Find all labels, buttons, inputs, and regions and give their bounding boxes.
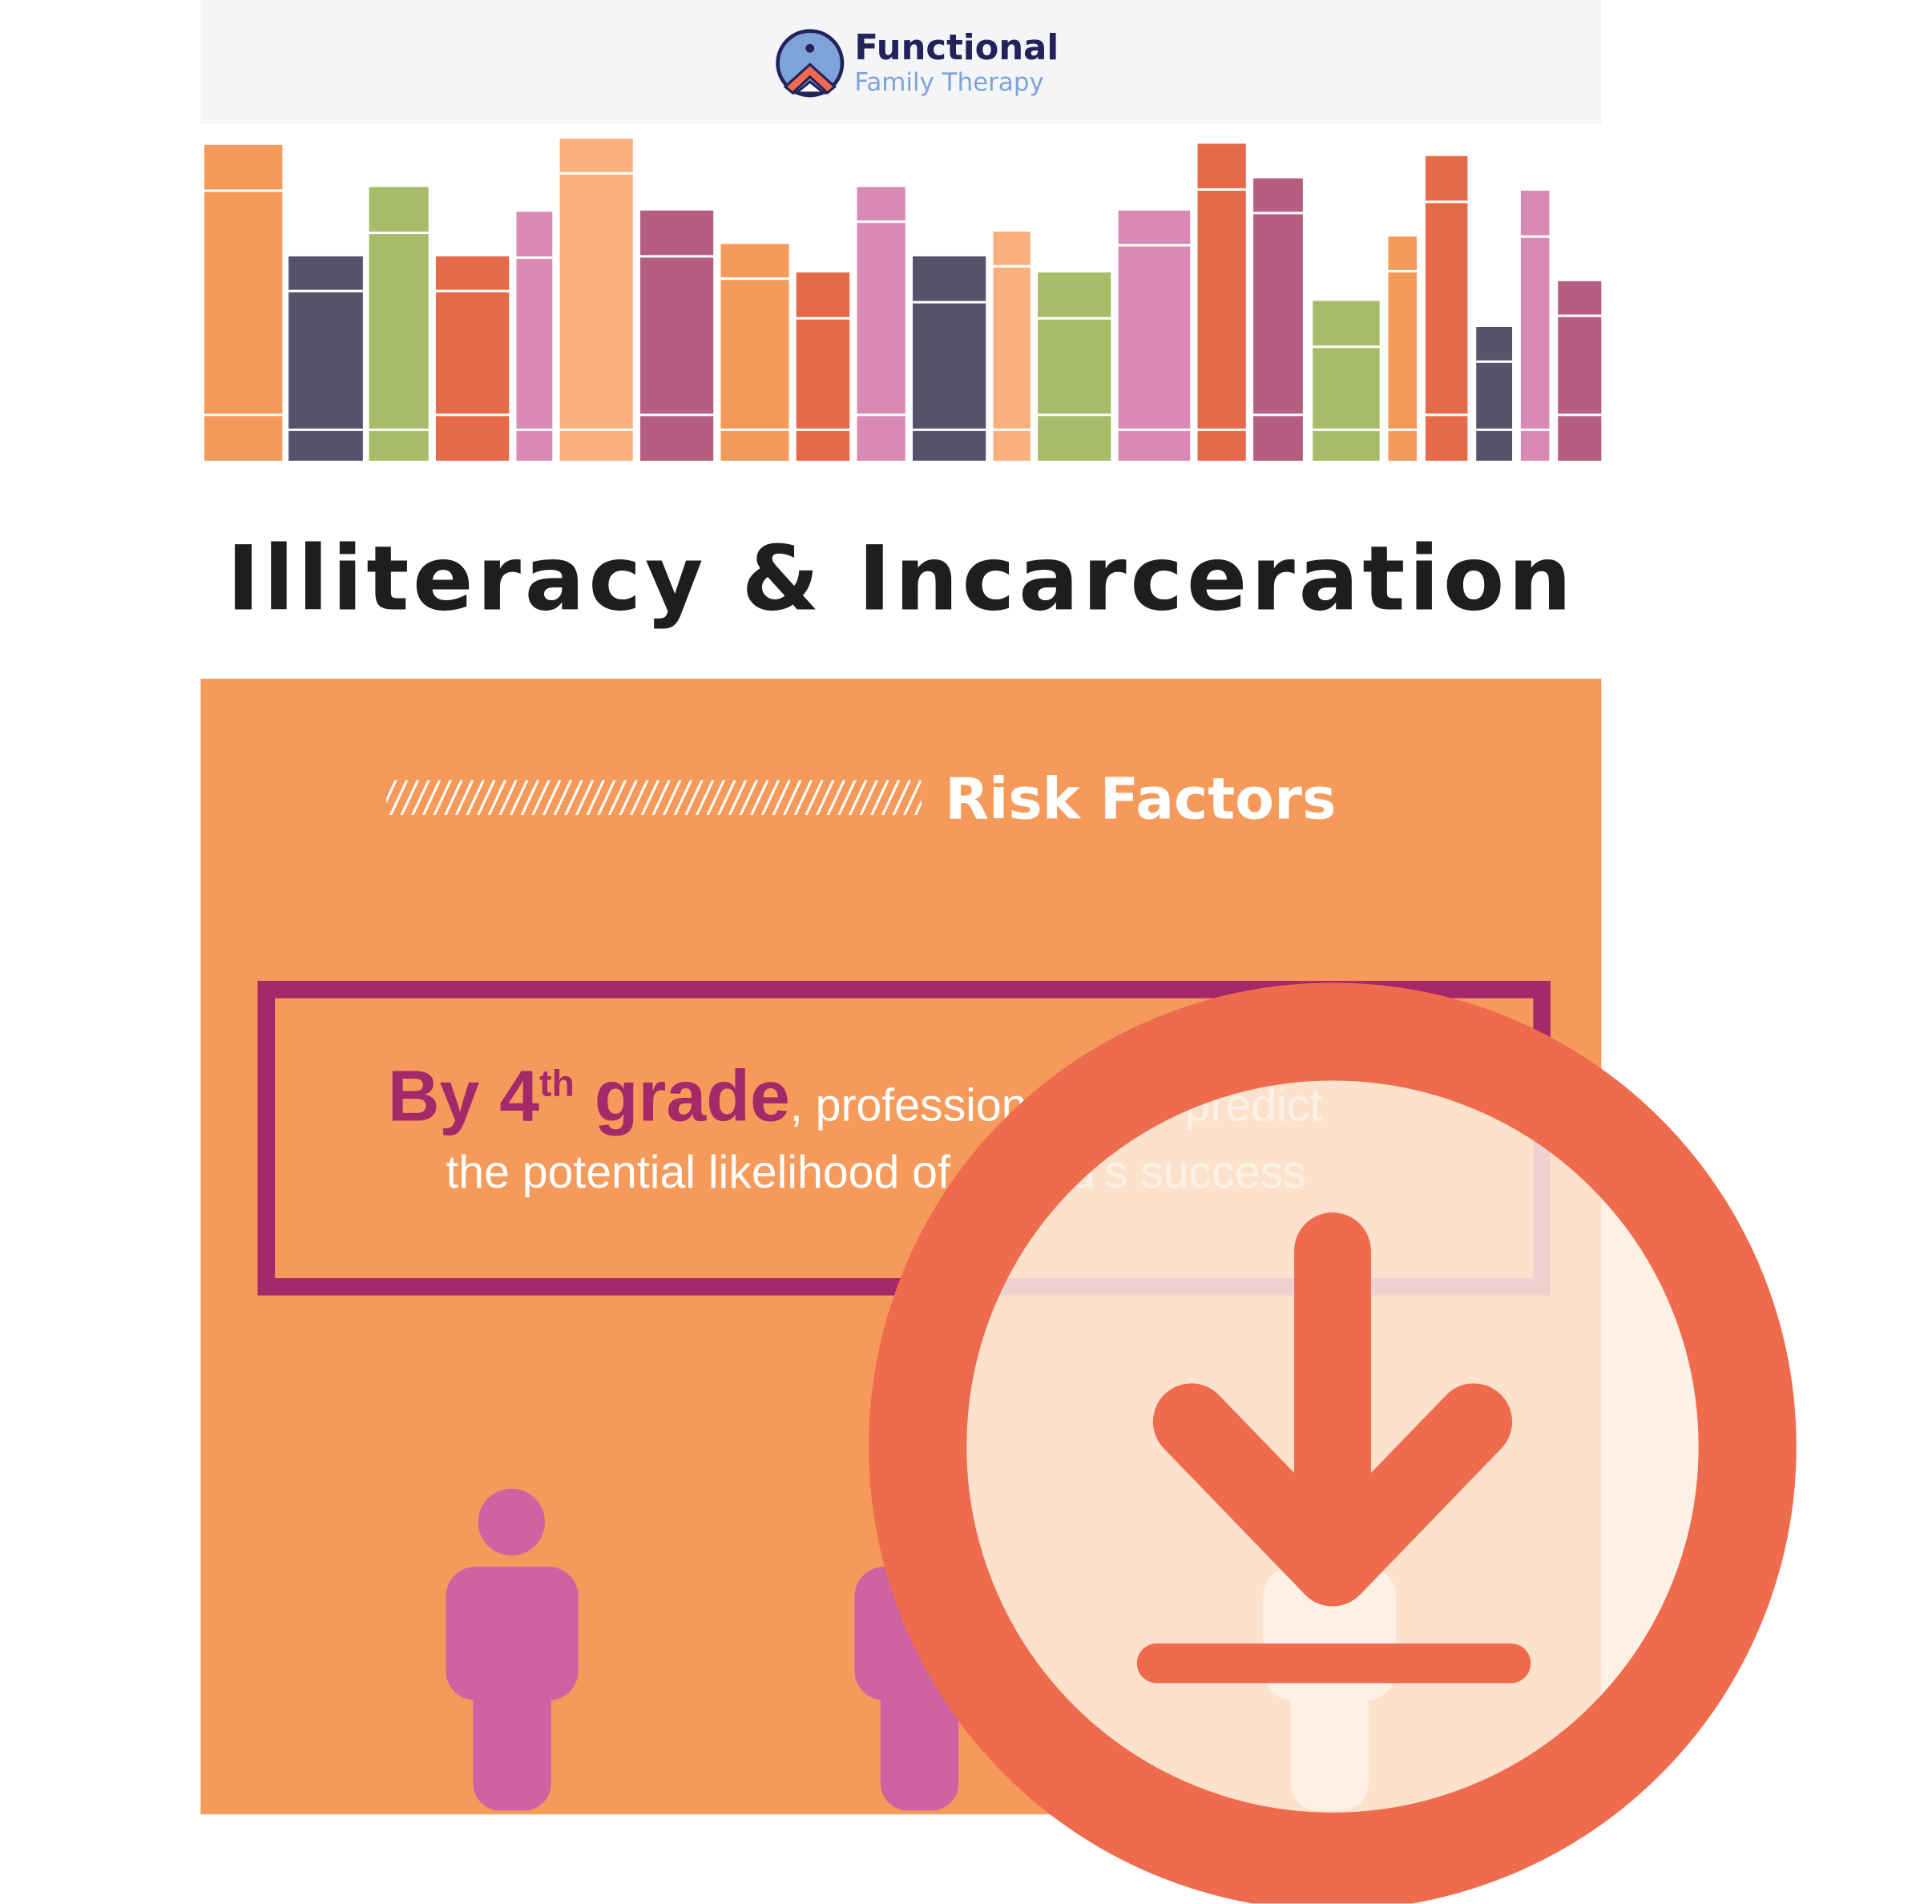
book-stripe bbox=[1253, 212, 1303, 215]
book-stripe bbox=[913, 428, 986, 431]
book-stripe bbox=[436, 289, 510, 292]
book-stripe bbox=[1313, 428, 1380, 431]
book-stripe bbox=[993, 264, 1031, 268]
book-spine bbox=[516, 212, 553, 461]
book-spine bbox=[1197, 143, 1246, 461]
book-stripe bbox=[1118, 428, 1191, 431]
book-stripe bbox=[1558, 413, 1602, 417]
book-stripe bbox=[1197, 188, 1246, 192]
book-stripe bbox=[720, 277, 789, 280]
book-spine bbox=[1425, 155, 1468, 461]
book-stripe bbox=[1388, 428, 1418, 431]
hatch-decoration bbox=[386, 780, 922, 815]
book-stripe bbox=[204, 189, 283, 192]
book-stripe bbox=[796, 317, 850, 320]
book-spine bbox=[913, 256, 986, 461]
book-stripe bbox=[1038, 317, 1111, 320]
book-stripe bbox=[993, 428, 1031, 431]
book-stripe bbox=[1558, 314, 1602, 317]
download-button-ring bbox=[869, 982, 1797, 1904]
book-stripe bbox=[516, 428, 553, 431]
book-spine bbox=[559, 139, 633, 461]
book-stripe bbox=[1038, 413, 1111, 417]
book-stripe bbox=[369, 428, 429, 431]
book-stripe bbox=[857, 413, 905, 417]
book-stripe bbox=[369, 232, 429, 235]
bookshelf-illustration bbox=[204, 139, 1602, 461]
page-title: Illiteracy & Incarceration bbox=[226, 526, 1575, 631]
book-stripe bbox=[796, 428, 850, 431]
book-stripe bbox=[1118, 244, 1191, 247]
download-button[interactable] bbox=[869, 982, 1797, 1904]
book-stripe bbox=[1425, 200, 1468, 204]
book-spine bbox=[1388, 236, 1418, 461]
book-spine bbox=[1038, 272, 1111, 461]
book-stripe bbox=[559, 171, 633, 175]
book-spine bbox=[720, 244, 789, 461]
book-spine bbox=[993, 232, 1031, 461]
emphasis-pre: By 4 bbox=[387, 1056, 540, 1137]
book-spine bbox=[204, 144, 283, 461]
book-stripe bbox=[1476, 360, 1513, 363]
book-stripe bbox=[1425, 413, 1468, 417]
book-spine bbox=[1558, 280, 1602, 461]
person-figure-1 bbox=[446, 1488, 579, 1811]
book-spine bbox=[640, 210, 714, 461]
book-stripe bbox=[288, 289, 363, 292]
book-stripe bbox=[516, 256, 553, 260]
book-stripe bbox=[640, 413, 714, 417]
callout-emphasis: By 4th grade bbox=[388, 1056, 790, 1136]
section-heading: Risk Factors bbox=[945, 765, 1337, 833]
emphasis-post: grade bbox=[574, 1056, 790, 1137]
book-stripe bbox=[857, 220, 905, 224]
book-stripe bbox=[1520, 428, 1550, 431]
book-stripe bbox=[913, 301, 986, 304]
book-spine bbox=[1476, 327, 1513, 461]
book-stripe bbox=[720, 428, 789, 431]
book-stripe bbox=[436, 413, 510, 417]
book-stripe bbox=[1520, 235, 1550, 238]
book-stripe bbox=[204, 413, 283, 417]
logo-text-functional: Functional bbox=[854, 27, 1059, 69]
book-stripe bbox=[288, 428, 363, 431]
book-spine bbox=[1313, 301, 1380, 461]
book-spine bbox=[1118, 210, 1191, 461]
download-icon bbox=[1136, 1212, 1531, 1684]
book-stripe bbox=[1313, 345, 1380, 349]
book-stripe bbox=[640, 255, 714, 258]
book-stripe bbox=[1476, 428, 1513, 431]
book-stripe bbox=[1253, 413, 1303, 417]
logo-text-family-therapy: Family Therapy bbox=[854, 67, 1044, 97]
emphasis-sup: th bbox=[539, 1063, 575, 1105]
book-stripe bbox=[1388, 269, 1418, 273]
book-stripe bbox=[559, 428, 633, 431]
book-stripe bbox=[1197, 428, 1246, 431]
header-bar bbox=[200, 0, 1602, 124]
